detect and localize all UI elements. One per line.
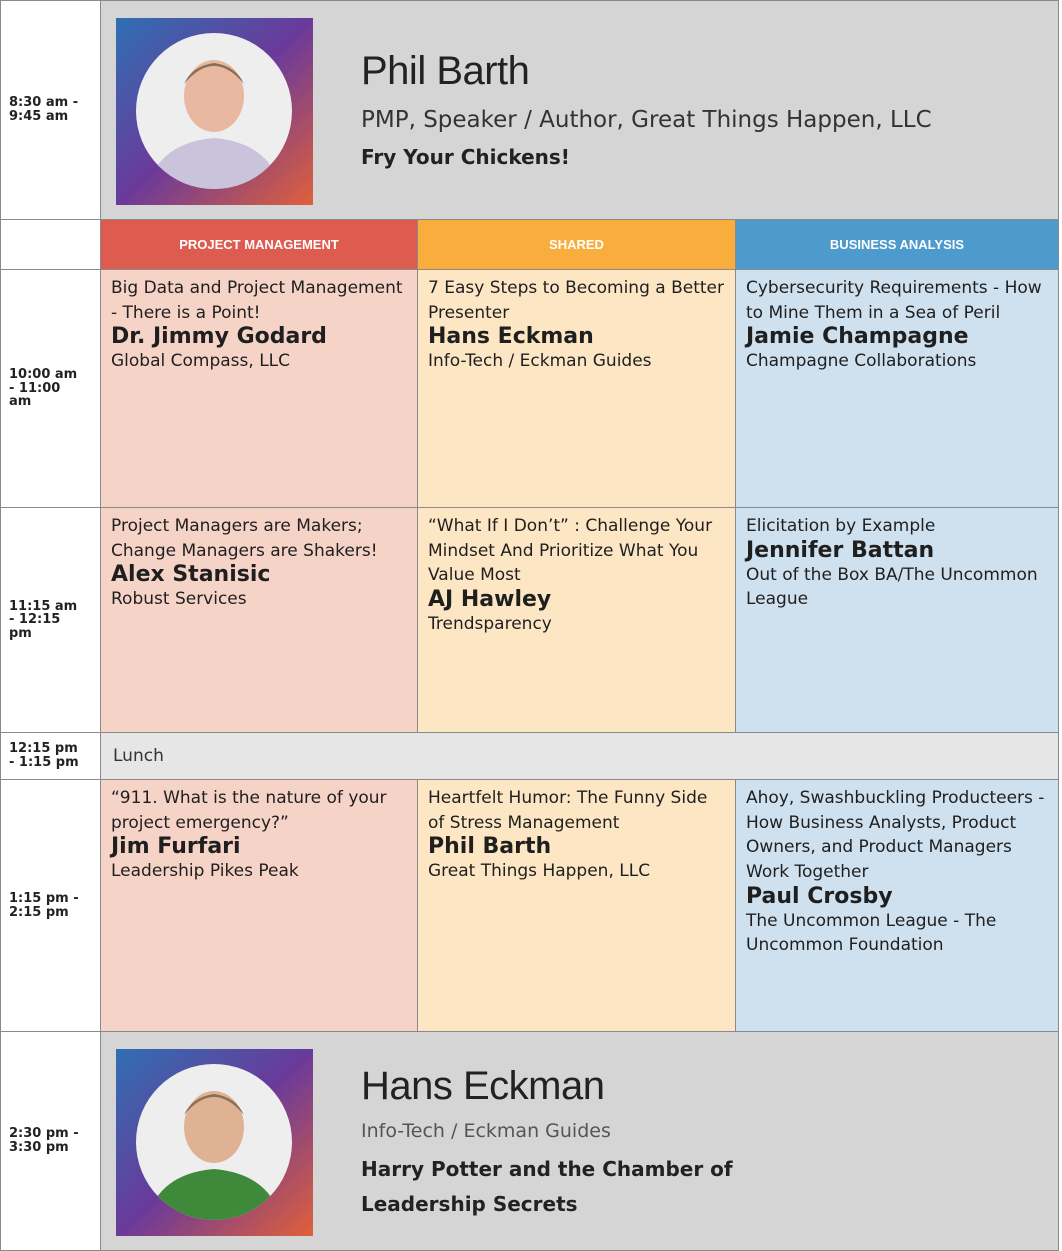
- header-spacer: [0, 220, 101, 270]
- session-speaker: Jamie Champagne: [746, 324, 969, 350]
- track-header: BUSINESS ANALYSIS: [736, 220, 1059, 270]
- session-title: Ahoy, Swashbuckling Producteers - How Bu…: [746, 788, 1045, 882]
- session-title: Heartfelt Humor: The Funny Side of Stres…: [428, 788, 708, 833]
- session-cell: Elicitation by Example Jennifer Battan Out…: [736, 508, 1059, 733]
- keynote: Hans Eckman Info-Tech / Eckman Guides Harr…: [101, 1032, 1059, 1251]
- session-org: Out of the Box BA/The Uncommon League: [746, 564, 1038, 610]
- session-title: Elicitation by Example: [746, 516, 936, 536]
- session-org: Great Things Happen, LLC: [428, 861, 651, 882]
- session-speaker: Paul Crosby: [746, 883, 893, 909]
- time-label: 1:15 pm - 2:15 pm: [9, 890, 79, 920]
- session-cell: Heartfelt Humor: The Funny Side of Stres…: [418, 780, 736, 1032]
- time-label: 2:30 pm - 3:30 pm: [9, 1126, 79, 1155]
- session-speaker: Jennifer Battan: [746, 537, 935, 563]
- keynote-title: Fry Your Chickens!: [361, 145, 570, 169]
- speaker-photo: [116, 1049, 313, 1236]
- session-org: Trendsparency: [428, 614, 552, 635]
- session-speaker: Jim Furfari: [111, 834, 241, 860]
- session-title: “What If I Don’t” : Challenge Your Minds…: [428, 516, 713, 586]
- time-label: 12:15 pm - 1:15 pm: [9, 741, 79, 770]
- session-title: 7 Easy Steps to Becoming a Better Presen…: [428, 278, 724, 323]
- session-cell: 7 Easy Steps to Becoming a Better Presen…: [418, 270, 736, 508]
- time-cell: 1:15 pm - 2:15 pm: [0, 780, 101, 1032]
- keynote-speaker: Phil Barth: [361, 49, 530, 93]
- time-label: 10:00 am - 11:00 am: [9, 367, 78, 410]
- session-title: Cybersecurity Requirements - How to Mine…: [746, 278, 1042, 323]
- session-org: Info-Tech / Eckman Guides: [428, 351, 652, 372]
- keynote-affiliation: Info-Tech / Eckman Guides: [361, 1120, 611, 1142]
- session-cell: Cybersecurity Requirements - How to Mine…: [736, 270, 1059, 508]
- time-cell: 11:15 am - 12:15 pm: [0, 508, 101, 733]
- speaker-photo: [116, 18, 313, 205]
- session-speaker: Hans Eckman: [428, 324, 594, 350]
- session-speaker: Dr. Jimmy Godard: [111, 324, 327, 350]
- keynote-title: Harry Potter and the Chamber of Leadersh…: [361, 1157, 733, 1216]
- keynote-affiliation: PMP, Speaker / Author, Great Things Happ…: [361, 107, 932, 133]
- session-org: The Uncommon League - The Uncommon Found…: [746, 910, 997, 956]
- session-cell: “What If I Don’t” : Challenge Your Minds…: [418, 508, 736, 733]
- track-header: PROJECT MANAGEMENT: [101, 220, 418, 270]
- session-title: “911. What is the nature of your project…: [111, 788, 387, 833]
- session-title: Project Managers are Makers; Change Mana…: [111, 516, 378, 561]
- session-cell: Ahoy, Swashbuckling Producteers - How Bu…: [736, 780, 1059, 1032]
- session-org: Robust Services: [111, 589, 247, 610]
- session-org: Champagne Collaborations: [746, 351, 977, 372]
- track-header: SHARED: [418, 220, 736, 270]
- session-org: Leadership Pikes Peak: [111, 861, 299, 882]
- session-speaker: AJ Hawley: [428, 586, 552, 612]
- session-cell: Big Data and Project Management - There …: [101, 270, 418, 508]
- session-org: Global Compass, LLC: [111, 351, 291, 372]
- session-title: Big Data and Project Management - There …: [111, 278, 403, 323]
- session-speaker: Phil Barth: [428, 834, 552, 860]
- time-cell: 10:00 am - 11:00 am: [0, 270, 101, 508]
- time-label: 8:30 am - 9:45 am: [9, 95, 79, 124]
- time-cell: 8:30 am - 9:45 am: [0, 0, 101, 220]
- session-cell: “911. What is the nature of your project…: [101, 780, 418, 1032]
- time-cell: 12:15 pm - 1:15 pm: [0, 733, 101, 780]
- session-cell: Project Managers are Makers; Change Mana…: [101, 508, 418, 733]
- session-speaker: Alex Stanisic: [111, 562, 271, 588]
- keynote-speaker: Hans Eckman: [361, 1064, 605, 1108]
- time-cell: 2:30 pm - 3:30 pm: [0, 1032, 101, 1251]
- lunch-cell: Lunch: [101, 733, 1059, 780]
- keynote: Phil Barth PMP, Speaker / Author, Great T…: [101, 0, 1059, 220]
- time-label: 11:15 am - 12:15 pm: [9, 598, 78, 641]
